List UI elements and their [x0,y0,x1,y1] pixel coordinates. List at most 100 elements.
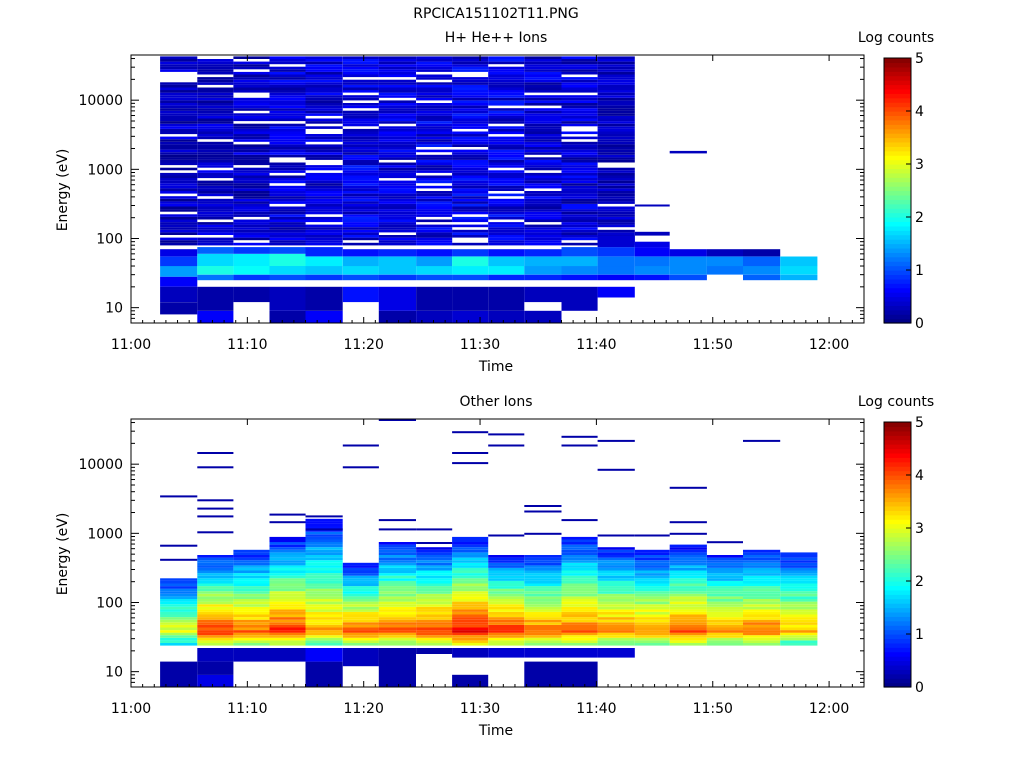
heatmap-cell [233,193,270,197]
heatmap-cell [597,611,635,615]
x-axis-label: Time [478,359,513,375]
heatmap-cell [378,240,416,243]
colorbar-swatch [884,576,911,582]
heatmap-cell [743,560,781,563]
heatmap-cell [561,69,598,72]
heatmap-cell [597,219,635,223]
heatmap-cell [269,185,306,189]
heatmap-cell [706,562,743,566]
heatmap-cell [669,630,707,633]
colorbar-swatch [884,80,911,86]
heatmap-cell [197,606,234,610]
heatmap-cell [269,61,306,65]
heatmap-cell [305,624,343,628]
heatmap-cell [269,224,306,228]
heatmap-cell [488,110,525,114]
panel-title: H+ He++ Ions [445,30,548,46]
heatmap-cell [561,609,598,612]
heatmap-cell [524,198,562,202]
heatmap-cell [305,622,343,625]
heatmap-cell [561,152,598,155]
heatmap-cell [780,630,818,633]
heatmap-cell [524,211,562,215]
heatmap-cell [780,591,818,594]
heatmap-cell [597,97,635,101]
heatmap-cell [452,557,489,561]
heatmap-cell [197,149,234,153]
heatmap-cell [342,580,379,584]
heatmap-cell [160,147,198,150]
heatmap-cell [197,110,234,114]
heatmap-cell [561,136,598,140]
heatmap-cell [342,606,379,610]
heatmap-cell [378,567,416,571]
heatmap-cell [743,570,781,574]
heatmap-cell [233,570,270,574]
heatmap-cell [233,167,270,171]
heatmap-cell [233,113,270,116]
colorbar-swatch [884,239,911,245]
heatmap-cell [160,286,198,303]
heatmap-cell [305,84,343,88]
heatmap-cell [706,635,743,638]
heatmap-cell [197,165,234,168]
heatmap-cell [524,661,562,687]
heatmap-cell [416,240,453,243]
heatmap-cell [378,157,416,160]
heatmap-cell [197,567,234,571]
heatmap-cell [743,635,781,638]
heatmap-cell [669,547,707,550]
heatmap-cell [233,266,270,275]
heatmap-cell [597,555,635,558]
heatmap-cell [197,593,234,597]
heatmap-cell [780,567,818,571]
heatmap-cell [233,565,270,568]
heatmap-cell [597,59,635,62]
heatmap-cell [233,74,270,78]
heatmap-cell [452,90,489,93]
heatmap-cell [378,71,416,75]
heatmap-cell [597,56,635,59]
heatmap-cell [416,567,453,571]
heatmap-cell [452,139,489,142]
heatmap-cell [416,180,453,184]
heatmap-cell [452,97,489,101]
heatmap-cell [524,619,562,623]
heatmap-cell [342,232,379,235]
colorbar-tick-label: 3 [915,157,924,173]
colorbar-swatch [884,563,911,569]
heatmap-cell [416,562,453,566]
heatmap-cell [269,266,306,275]
heatmap-cell [378,170,416,173]
heatmap-cell [416,632,453,636]
heatmap-cell [197,90,234,93]
heatmap-cell [524,66,562,70]
heatmap-cell [780,578,818,581]
heatmap-cell [305,92,343,96]
heatmap-cell [269,113,306,116]
y-tick-label: 10 [105,301,123,317]
heatmap-cell [488,560,525,563]
heatmap-cell [706,593,743,597]
heatmap-cell [233,617,270,620]
heatmap-cell [488,92,525,96]
heatmap-cell [269,180,306,184]
heatmap-cell [561,256,598,267]
heatmap-cell [597,468,635,471]
x-tick-label: 11:00 [111,337,151,353]
y-tick-label: 10000 [78,457,123,473]
heatmap-cell [452,462,489,465]
heatmap-cell [452,274,489,281]
heatmap-cell [780,637,818,641]
colorbar-swatch [884,501,911,507]
heatmap-cell [197,227,234,230]
heatmap-cell [233,136,270,140]
heatmap-cell [378,274,416,281]
heatmap-cell [452,593,489,597]
heatmap-cell [378,519,416,522]
heatmap-cell [488,627,525,631]
heatmap-cell [269,232,306,235]
heatmap-cell [597,193,635,197]
heatmap-cell [488,606,525,610]
heatmap-cell [524,167,562,171]
